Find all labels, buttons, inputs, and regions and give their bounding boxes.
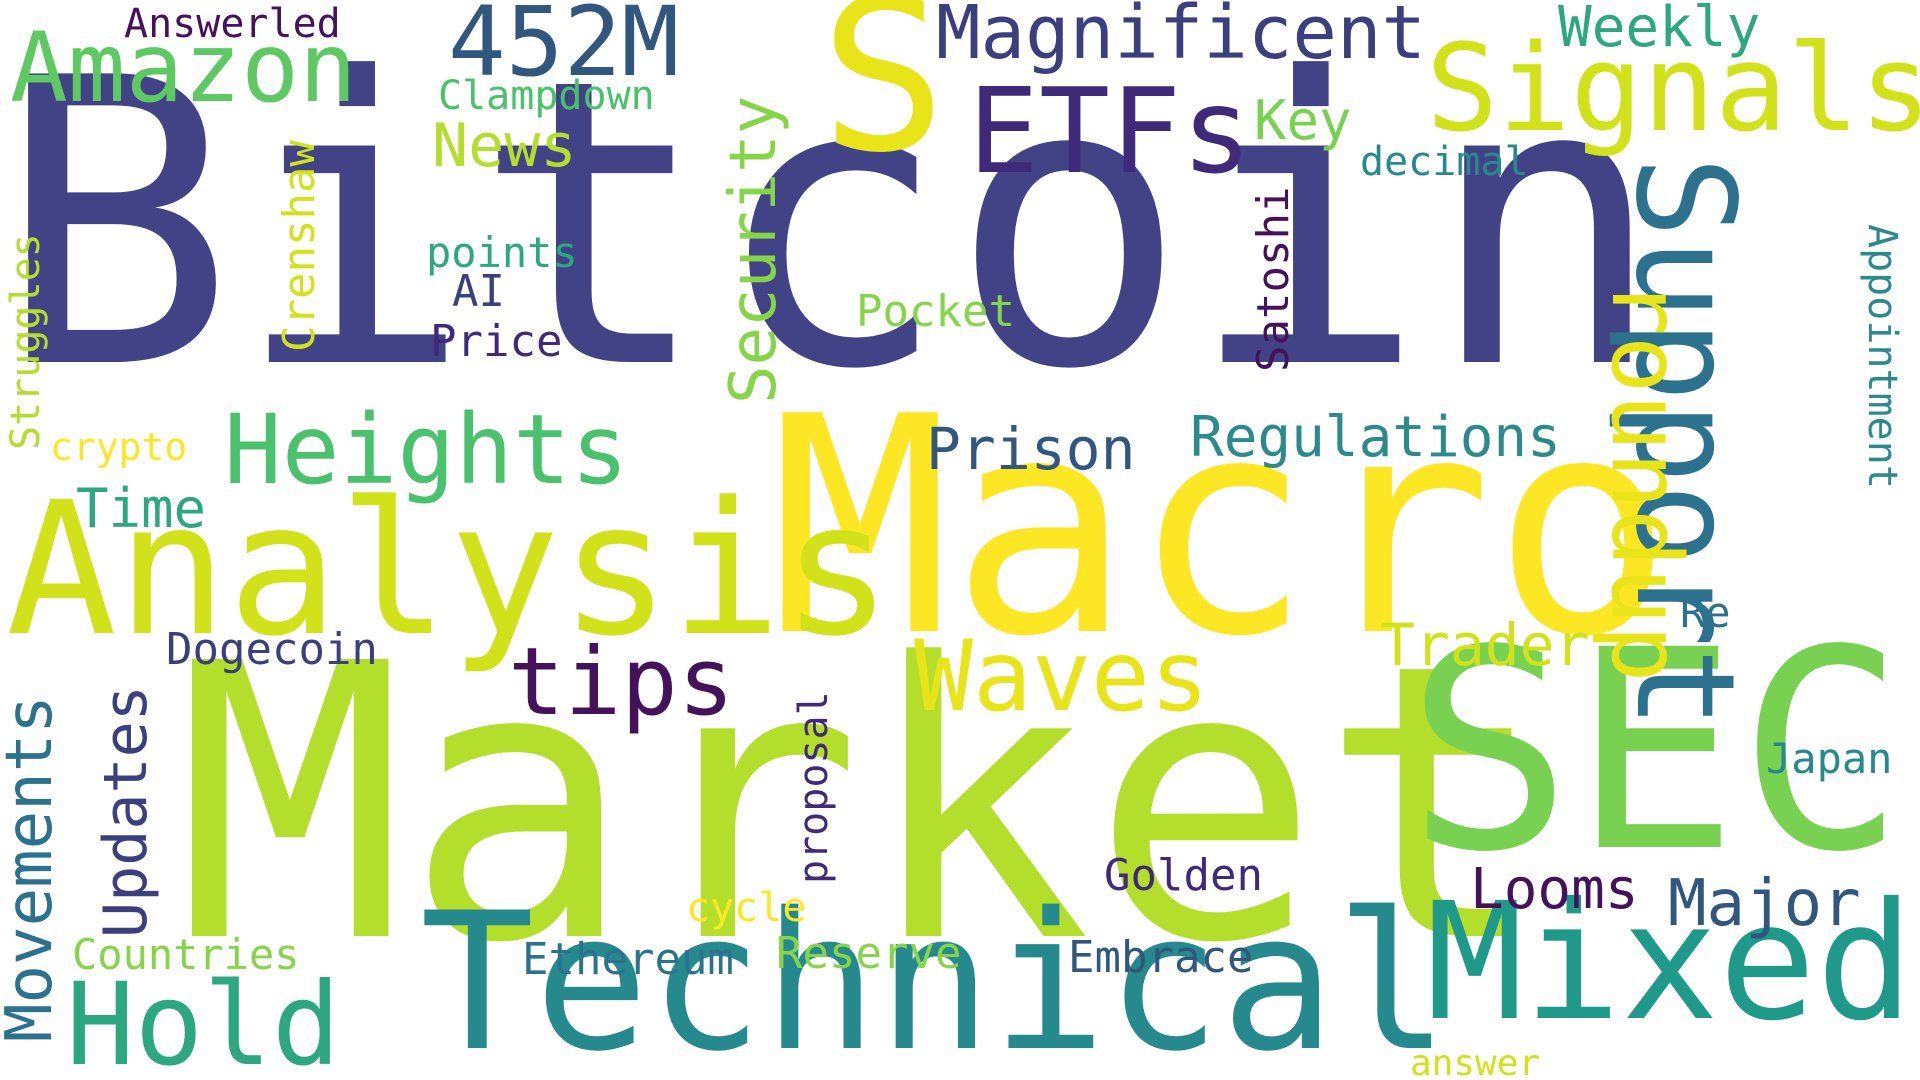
- word-countries: Countries: [72, 930, 300, 979]
- word-bitcoin: Bitcoin: [0, 0, 1665, 456]
- word-re: Re: [1680, 588, 1731, 637]
- word-crenshaw: Crenshaw: [274, 140, 325, 352]
- word-amazon: Amazon: [10, 12, 357, 124]
- word-dogecoin: Dogecoin: [166, 624, 378, 675]
- word-satoshi: Satoshi: [1248, 186, 1299, 372]
- word-major: Major: [1668, 867, 1861, 941]
- word-proposal: proposal: [791, 691, 837, 884]
- word-ai: AI: [452, 266, 505, 317]
- word-macro: Macro: [770, 353, 1674, 702]
- word-mixed: Mixed: [1426, 869, 1914, 1057]
- word-time: Time: [76, 477, 207, 540]
- word-trader: Trader: [1380, 611, 1590, 679]
- word-decimal: decimal: [1360, 139, 1529, 185]
- word-ethereum: Ethereum: [522, 934, 734, 985]
- word-answer: answer: [1410, 1043, 1541, 1080]
- word-security: Security: [717, 95, 791, 404]
- word-tips: tips: [508, 628, 735, 737]
- word-cycle: cycle: [686, 885, 807, 931]
- word-regulations: Regulations: [1190, 405, 1561, 470]
- word-reserve: Reserve: [776, 928, 962, 979]
- word-updates: Updates: [91, 685, 161, 938]
- word-pocket: Pocket: [856, 286, 1015, 337]
- word-news: News: [432, 111, 577, 181]
- word-analysis: Analysis: [6, 463, 893, 677]
- word-heights: Heights: [224, 394, 629, 506]
- word-appointment: Appointment: [1859, 224, 1905, 489]
- word-answerled: Answerled: [124, 1, 341, 47]
- word-japan: Japan: [1766, 734, 1893, 783]
- word-etfs: ETFs: [968, 62, 1253, 200]
- word-clampdown: Clampdown: [438, 73, 655, 119]
- word-hold: Hold: [66, 958, 341, 1080]
- word-market: Market: [176, 583, 1549, 1026]
- word-sec: SEC: [1406, 592, 1905, 913]
- word-waves: Waves: [914, 620, 1210, 734]
- word-movements: Movements: [0, 695, 67, 1042]
- word-crypto: crypto: [50, 425, 188, 469]
- word-golden: Golden: [1104, 850, 1263, 901]
- word-embrace: Embrace: [1068, 932, 1254, 983]
- word-weekly: Weekly: [1558, 0, 1761, 60]
- word-points: points: [426, 228, 578, 277]
- word-looms: Looms: [1470, 857, 1639, 922]
- word-prison: Prison: [926, 415, 1136, 483]
- word-452m: 452M: [448, 0, 680, 98]
- word-key: Key: [1254, 89, 1352, 152]
- word-struggles: Struggles: [3, 233, 49, 450]
- word-technical: Technical: [420, 872, 1450, 1080]
- word-signals: Signals: [1426, 20, 1920, 159]
- word-s: S: [820, 0, 947, 199]
- word-price: Price: [430, 316, 563, 367]
- word-magnificent: Magnificent: [936, 0, 1427, 76]
